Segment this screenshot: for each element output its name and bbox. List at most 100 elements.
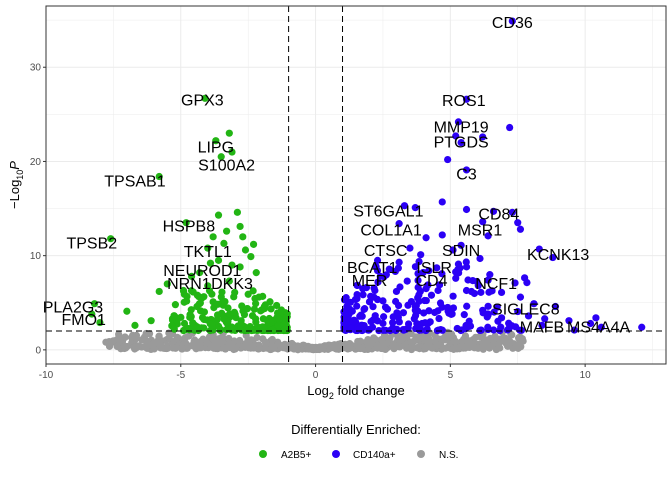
data-point-a2b5 xyxy=(274,322,282,330)
data-point-cd140a xyxy=(367,317,375,326)
data-point-a2b5 xyxy=(208,321,216,330)
y-tick-label: 20 xyxy=(30,157,42,168)
data-point-cd140a xyxy=(444,303,452,312)
data-point-cd140a xyxy=(353,281,361,289)
data-point-cd140a xyxy=(486,271,494,279)
ns-point xyxy=(199,335,207,343)
gene-label: GPX3 xyxy=(181,92,224,109)
data-point-cd140a xyxy=(393,309,401,317)
gene-label: MSR1 xyxy=(458,222,503,239)
legend-key-ns xyxy=(417,450,425,458)
gene-label: BCAT1 xyxy=(347,260,397,277)
y-axis-title: −Log10P xyxy=(7,161,25,209)
gene-label: NCF1 xyxy=(475,276,517,293)
data-point-a2b5 xyxy=(171,301,179,309)
ns-point xyxy=(193,342,202,350)
data-point-a2b5 xyxy=(88,310,96,318)
ns-point xyxy=(441,332,449,341)
gene-label: PLA2G3 xyxy=(43,300,104,317)
data-point-cd140a xyxy=(638,323,646,331)
data-point-cd140a xyxy=(425,267,433,275)
data-point-a2b5 xyxy=(252,269,260,277)
gene-label: ST6GAL1 xyxy=(353,203,423,220)
data-point-cd140a xyxy=(340,325,348,334)
data-point-cd140a xyxy=(434,326,443,334)
ns-point xyxy=(315,345,323,354)
legend: Differentially Enriched: A2B5+ CD140a+ N… xyxy=(259,422,458,461)
data-point-a2b5 xyxy=(247,253,255,261)
data-point-cd140a xyxy=(452,132,460,140)
gene-label: NEUROD1 xyxy=(163,263,241,280)
data-point-cd140a xyxy=(341,296,349,304)
data-point-cd140a xyxy=(415,257,423,266)
data-point-cd140a xyxy=(469,277,477,285)
data-point-a2b5 xyxy=(280,326,288,334)
data-point-cd140a xyxy=(376,272,384,280)
data-point-cd140a xyxy=(444,155,452,164)
ns-point xyxy=(389,341,397,349)
x-tick-label: 10 xyxy=(580,370,592,381)
data-point-cd140a xyxy=(390,325,399,334)
data-point-cd140a xyxy=(380,313,388,321)
data-point-a2b5 xyxy=(267,305,275,313)
ns-point xyxy=(464,337,473,345)
data-point-cd140a xyxy=(462,95,471,103)
data-point-cd140a xyxy=(463,302,471,310)
data-point-cd140a xyxy=(373,256,382,264)
data-point-a2b5 xyxy=(221,297,229,306)
data-point-cd140a xyxy=(367,292,375,300)
data-point-cd140a xyxy=(466,322,475,330)
ns-point xyxy=(395,336,403,344)
gene-label: CD36 xyxy=(492,15,533,32)
axis-ticks: -10 -5 0 5 10 0 10 20 30 xyxy=(30,63,591,381)
data-point-a2b5 xyxy=(240,311,249,319)
data-point-cd140a xyxy=(462,258,470,266)
data-point-cd140a xyxy=(516,225,525,233)
data-point-cd140a xyxy=(597,323,605,331)
data-point-a2b5 xyxy=(206,259,215,267)
x-tick-label: -10 xyxy=(39,370,54,381)
data-point-a2b5 xyxy=(231,288,239,296)
data-point-cd140a xyxy=(457,139,465,147)
data-point-cd140a xyxy=(379,326,388,334)
data-point-a2b5 xyxy=(217,153,225,161)
ns-point xyxy=(367,340,375,348)
data-point-cd140a xyxy=(484,276,492,284)
gene-label: C3 xyxy=(456,167,477,184)
data-point-cd140a xyxy=(462,286,471,295)
ns-point xyxy=(188,341,196,350)
data-point-cd140a xyxy=(516,293,525,301)
data-point-cd140a xyxy=(359,285,367,293)
data-point-cd140a xyxy=(373,266,382,275)
gene-label: FMO1 xyxy=(62,312,107,329)
data-point-a2b5 xyxy=(147,317,155,325)
ns-point xyxy=(518,335,526,343)
data-point-cd140a xyxy=(460,311,468,319)
ns-point xyxy=(270,344,278,352)
data-point-a2b5 xyxy=(241,246,250,254)
data-point-a2b5 xyxy=(189,288,197,296)
data-point-a2b5 xyxy=(182,219,190,227)
data-point-cd140a xyxy=(381,303,390,311)
data-point-cd140a xyxy=(411,204,419,212)
gene-label: LIPG xyxy=(198,139,234,156)
data-point-cd140a xyxy=(484,232,492,240)
data-point-cd140a xyxy=(435,314,443,323)
data-point-a2b5 xyxy=(248,312,257,320)
data-point-cd140a xyxy=(474,281,482,290)
data-point-a2b5 xyxy=(183,324,192,332)
data-point-cd140a xyxy=(404,301,412,309)
data-point-cd140a xyxy=(535,245,543,253)
data-point-cd140a xyxy=(411,306,419,314)
data-point-cd140a xyxy=(364,326,372,334)
x-axis-title: Log2 fold change xyxy=(307,383,405,401)
data-point-a2b5 xyxy=(236,263,244,271)
gene-label: KCNK13 xyxy=(527,247,589,264)
ns-point xyxy=(150,340,158,348)
data-point-a2b5 xyxy=(268,326,276,334)
ns-point xyxy=(105,342,114,350)
gene-label: CTSC xyxy=(364,243,408,260)
data-point-cd140a xyxy=(586,319,595,328)
data-point-a2b5 xyxy=(236,222,244,231)
